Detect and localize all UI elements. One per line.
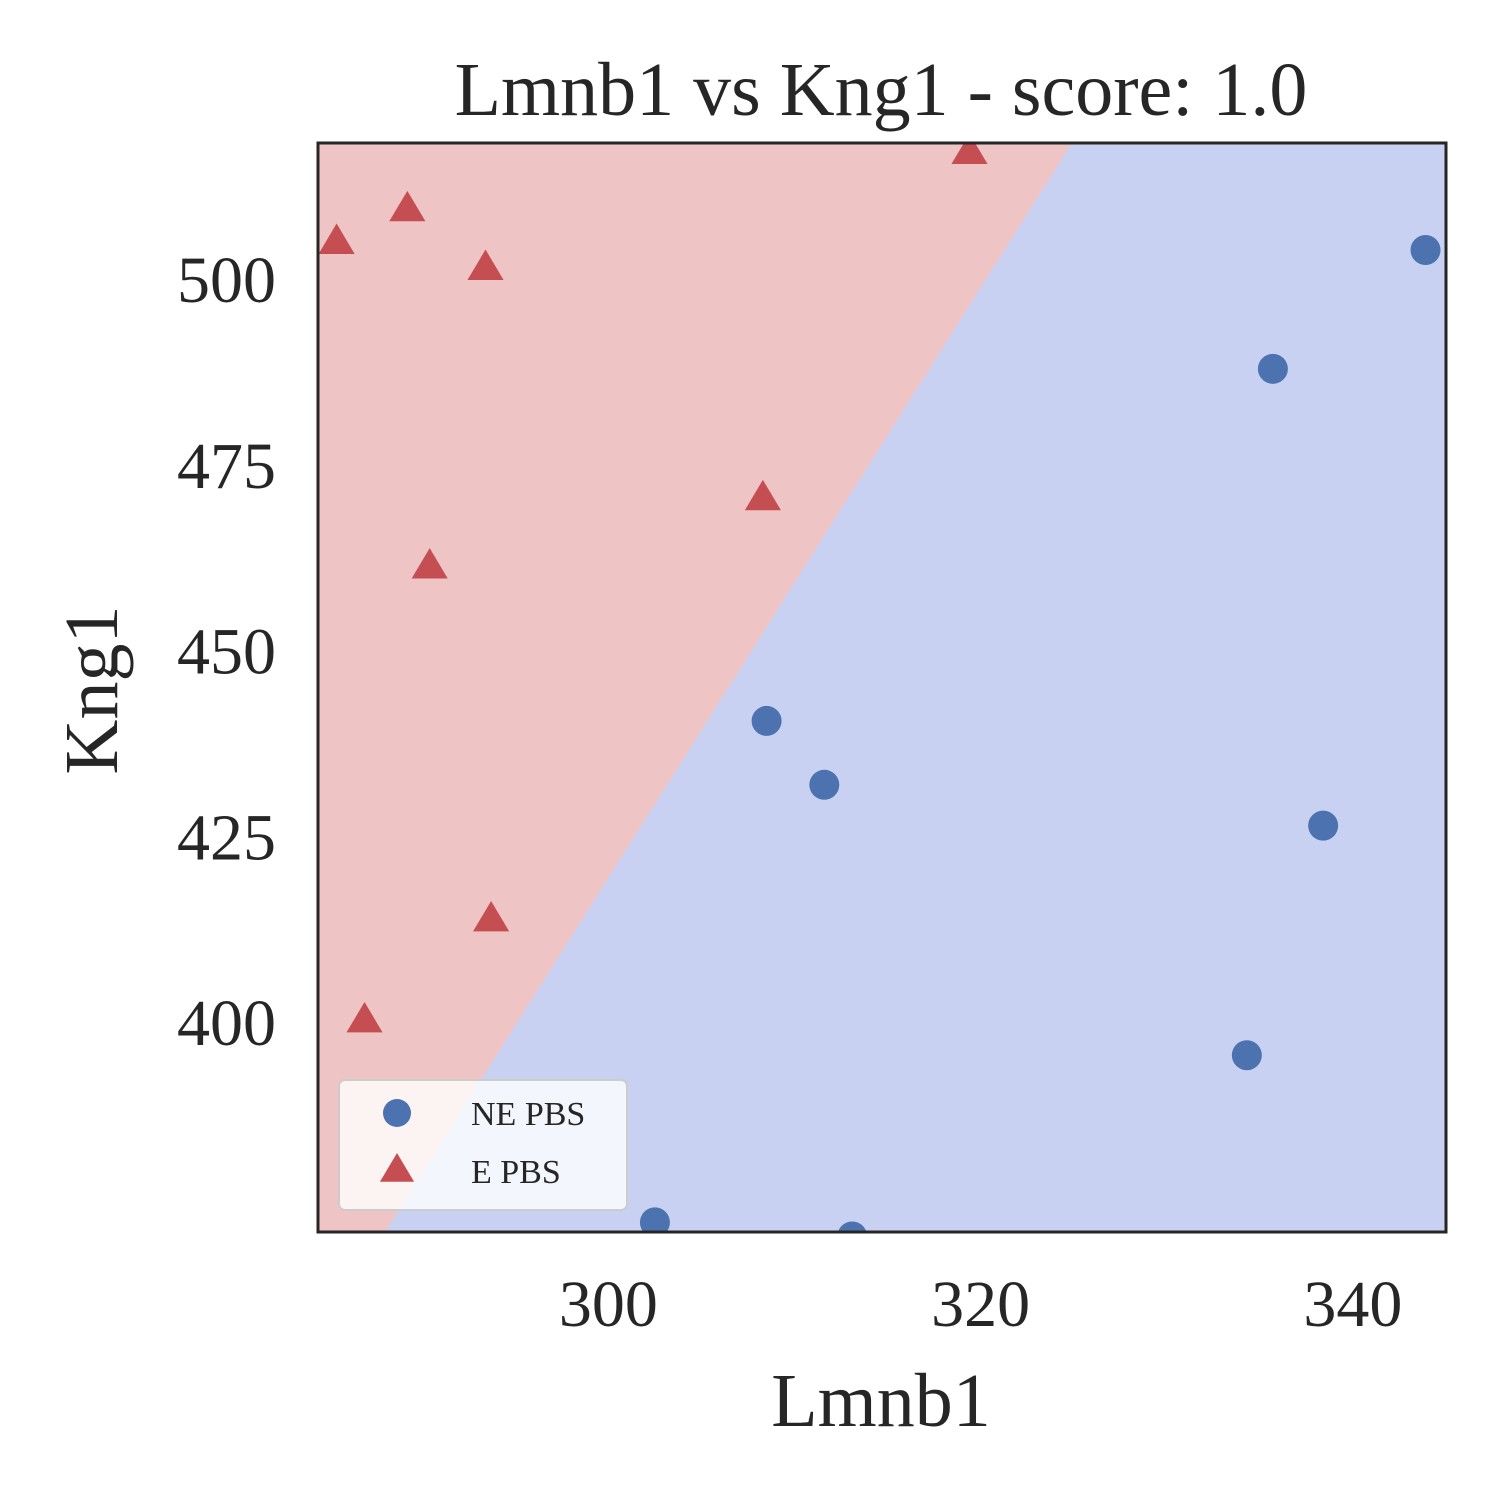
points-layer bbox=[318, 143, 1441, 1232]
x-tick-label-320: 320 bbox=[931, 1268, 1030, 1341]
e-pbs-point-7 bbox=[951, 143, 988, 165]
y-tick-label-400: 400 bbox=[177, 987, 276, 1060]
plot-frame bbox=[316, 141, 1448, 1234]
legend-marker-1 bbox=[379, 1153, 415, 1182]
e-pbs-point-0 bbox=[318, 223, 355, 254]
y-tick-label-450: 450 bbox=[177, 616, 276, 689]
x-axis-label: Lmnb1 bbox=[771, 1359, 991, 1443]
e-pbs-point-6 bbox=[744, 479, 781, 511]
x-tick-label-340: 340 bbox=[1303, 1268, 1402, 1341]
ne-pbs-point-4 bbox=[1231, 1040, 1262, 1071]
legend-label-0: NE PBS bbox=[471, 1096, 585, 1133]
legend-items: NE PBS E PBS bbox=[379, 1096, 585, 1191]
y-tick-label-425: 425 bbox=[177, 801, 276, 874]
legend-label-1: E PBS bbox=[471, 1154, 561, 1191]
ne-pbs-point-2 bbox=[809, 769, 840, 800]
chart-title: Lmnb1 vs Kng1 - score: 1.0 bbox=[455, 48, 1308, 132]
plot-area bbox=[318, 143, 1446, 1232]
e-pbs-point-3 bbox=[411, 548, 448, 579]
legend: NE PBS E PBS bbox=[338, 1079, 628, 1211]
y-axis-label: Kng1 bbox=[50, 606, 134, 775]
ne-pbs-point-5 bbox=[1257, 353, 1288, 384]
region-e-pbs bbox=[318, 143, 1072, 1232]
ne-pbs-point-7 bbox=[1410, 234, 1441, 265]
e-pbs-point-5 bbox=[473, 901, 510, 932]
y-tick-label-500: 500 bbox=[177, 244, 276, 317]
ne-pbs-point-1 bbox=[751, 705, 782, 736]
e-pbs-point-4 bbox=[467, 249, 504, 280]
ne-pbs-point-0 bbox=[639, 1207, 670, 1232]
y-tick-label-475: 475 bbox=[177, 430, 276, 503]
x-tick-label-300: 300 bbox=[559, 1268, 658, 1341]
e-pbs-point-1 bbox=[346, 1002, 383, 1033]
ne-pbs-point-3 bbox=[837, 1221, 867, 1232]
y-axis-ticks: 400 425 450 475 500 bbox=[177, 244, 276, 1060]
x-axis-ticks: 300 320 340 bbox=[559, 1268, 1403, 1341]
legend-marker-0 bbox=[383, 1099, 411, 1127]
e-pbs-point-2 bbox=[389, 190, 426, 222]
ne-pbs-point-6 bbox=[1308, 810, 1339, 841]
